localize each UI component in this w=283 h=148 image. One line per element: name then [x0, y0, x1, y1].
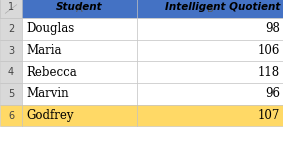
Bar [22, 105, 137, 126]
Text: 98: 98 [265, 22, 280, 35]
Text: Student: Student [56, 2, 103, 12]
Bar [137, 61, 283, 83]
Bar [22, 40, 137, 61]
Text: 96: 96 [265, 87, 280, 100]
Text: Marvin: Marvin [26, 87, 68, 100]
Text: 107: 107 [258, 109, 280, 122]
Text: 2: 2 [8, 24, 14, 34]
Bar [0, 40, 22, 61]
Bar [0, 61, 22, 83]
Text: Maria: Maria [26, 44, 61, 57]
Bar [0, 18, 22, 40]
Text: B: B [207, 4, 213, 14]
Text: Godfrey: Godfrey [26, 109, 74, 122]
Text: 6: 6 [8, 111, 14, 120]
Bar [0, 105, 22, 126]
Bar [137, 83, 283, 105]
Bar [137, 105, 283, 126]
Text: Rebecca: Rebecca [26, 66, 77, 79]
Text: 3: 3 [8, 45, 14, 56]
Bar [137, 0, 283, 18]
Bar [0, 0, 22, 18]
Bar [22, 0, 137, 18]
Bar [22, 18, 137, 40]
Text: 106: 106 [258, 44, 280, 57]
Text: 118: 118 [258, 66, 280, 79]
Bar [22, 61, 137, 83]
Bar [0, 83, 22, 105]
Text: 4: 4 [8, 67, 14, 77]
Bar [22, 0, 137, 18]
Text: 1: 1 [8, 2, 14, 12]
Bar [137, 18, 283, 40]
Bar [0, 0, 22, 18]
Text: 5: 5 [8, 89, 14, 99]
Text: A: A [76, 4, 83, 14]
Text: Douglas: Douglas [26, 22, 74, 35]
Bar [137, 0, 283, 18]
Text: Intelligent Quotient: Intelligent Quotient [165, 2, 280, 12]
Bar [137, 40, 283, 61]
Bar [22, 83, 137, 105]
